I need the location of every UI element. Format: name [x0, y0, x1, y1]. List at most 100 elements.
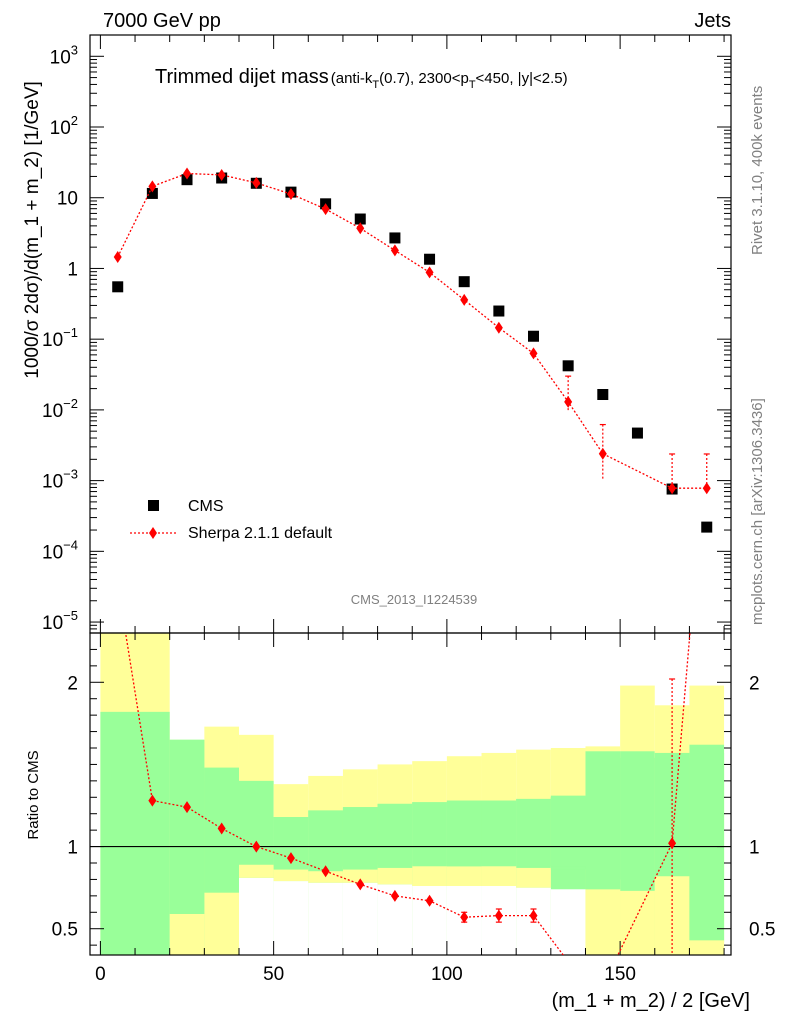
ratio-series — [124, 633, 691, 955]
main-series — [112, 167, 713, 533]
plot-title-sub-1: (anti-k — [331, 70, 373, 87]
ratio-sherpa-point — [425, 894, 434, 907]
sherpa-data-point — [598, 447, 607, 460]
sherpa-data-point — [113, 251, 122, 264]
plot-title-sub-4: T — [469, 79, 476, 91]
plot-title-sub-2: T — [372, 79, 379, 91]
ratio-sherpa-point — [529, 909, 538, 922]
inner-band-segment — [308, 810, 343, 872]
inner-band-segment — [377, 803, 413, 868]
ratio-sherpa-point — [321, 865, 330, 878]
inner-band-segment — [446, 800, 482, 867]
ratio-y-tick-label-right: 1 — [749, 838, 760, 859]
cms-data-point — [354, 213, 366, 225]
band-gap-region — [308, 882, 343, 955]
ratio-sherpa-point — [668, 837, 677, 850]
ratio-sherpa-point — [356, 878, 365, 891]
outer-band-low-segment — [412, 864, 447, 886]
plot-title-sub-3: (0.7), 2300<p — [379, 70, 469, 87]
inner-band-segment — [169, 739, 205, 914]
cms-data-point — [181, 174, 193, 186]
ratio-uncertainty-bands — [100, 633, 725, 955]
main-y-tick-label: 10−1 — [42, 325, 78, 351]
ratio-panel-ticks — [90, 633, 731, 955]
outer-band-low-segment — [273, 866, 309, 882]
sherpa-data-point — [148, 180, 157, 193]
x-tick-label: 0 — [95, 964, 106, 985]
inner-band-segment — [550, 795, 586, 867]
sherpa-data-point — [529, 347, 538, 360]
sherpa-data-point — [356, 222, 365, 235]
plot-title: Trimmed dijet mass (anti-kT(0.7), 2300<pT… — [155, 66, 568, 91]
ratio-sherpa-point — [252, 840, 261, 853]
cms-data-point — [701, 521, 713, 533]
ratio-y-axis-title: Ratio to CMS — [25, 750, 42, 839]
energy-label: 7000 GeV pp — [103, 10, 221, 32]
sherpa-data-point — [286, 187, 295, 200]
ratio-sherpa-point — [217, 822, 226, 835]
main-panel-frame — [89, 34, 732, 634]
cms-data-point — [528, 330, 540, 342]
main-y-tick-label: 103 — [50, 42, 78, 68]
band-gap-region — [238, 877, 274, 955]
outer-band-low-segment — [689, 940, 725, 955]
ratio-y-tick-label-left: 1 — [67, 838, 78, 859]
legend-marker-cms — [148, 500, 159, 511]
sherpa-data-point — [460, 293, 469, 306]
legend-marker-sherpa — [149, 527, 157, 539]
outer-band-low-segment — [238, 864, 274, 878]
cms-data-point — [389, 232, 401, 244]
analysis-watermark: CMS_2013_I1224539 — [351, 592, 478, 607]
band-gap-region — [550, 889, 586, 955]
x-tick-label: 100 — [431, 964, 463, 985]
inner-band-segment — [516, 798, 551, 867]
cms-data-point — [424, 253, 436, 265]
ratio-sherpa-point — [460, 911, 469, 924]
main-y-tick-label: 10−2 — [42, 396, 78, 422]
cms-data-point — [562, 360, 574, 372]
ratio-sherpa-point — [494, 909, 503, 922]
main-y-tick-label: 10−5 — [42, 608, 78, 634]
outer-band-low-segment — [620, 890, 655, 955]
ratio-sherpa-point — [148, 794, 157, 807]
inner-band-segment — [481, 800, 517, 865]
jets-label: Jets — [694, 10, 731, 32]
x-tick-label: 50 — [263, 964, 284, 985]
ratio-y-tick-label-left: 2 — [67, 673, 78, 694]
sherpa-data-point — [425, 266, 434, 279]
rivet-label: Rivet 3.1.10, 400k events — [749, 86, 766, 255]
main-y-tick-label: 102 — [50, 113, 78, 139]
sherpa-data-point — [668, 482, 677, 495]
inner-band-segment — [412, 802, 447, 867]
outer-band-low-segment — [585, 889, 621, 955]
ratio-y-tick-label-right: 0.5 — [749, 920, 775, 941]
sherpa-data-point — [183, 167, 192, 180]
x-axis-title: (m_1 + m_2) / 2 [GeV] — [552, 990, 750, 1012]
mcplots-label: mcplots.cern.ch [arXiv:1306.3436] — [749, 398, 766, 625]
legend-label-cms: CMS — [188, 498, 224, 515]
outer-band-low-segment — [169, 913, 205, 955]
outer-band-low-segment — [204, 892, 239, 955]
inner-band-segment — [620, 757, 655, 880]
sherpa-data-point — [321, 203, 330, 216]
main-panel-ticks — [90, 34, 731, 634]
cms-data-point — [493, 305, 505, 317]
ratio-sherpa-point — [390, 889, 399, 902]
band-gap-region — [273, 881, 309, 955]
inner-band-segment — [342, 807, 378, 870]
sherpa-data-point — [702, 482, 711, 495]
sherpa-data-point — [217, 168, 226, 181]
band-gap-region — [342, 882, 378, 955]
inner-band-segment — [100, 711, 170, 955]
sherpa-data-point — [390, 244, 399, 257]
ratio-sherpa-point — [183, 801, 192, 814]
ratio-y-tick-label-right: 2 — [749, 673, 760, 694]
ratio-panel-frame — [89, 632, 732, 956]
x-tick-label: 150 — [604, 964, 636, 985]
sherpa-data-point — [252, 176, 261, 189]
cms-data-point — [112, 281, 124, 293]
cms-data-point — [631, 427, 643, 439]
plot-title-sub-5: <450, |y|<2.5) — [476, 70, 568, 87]
